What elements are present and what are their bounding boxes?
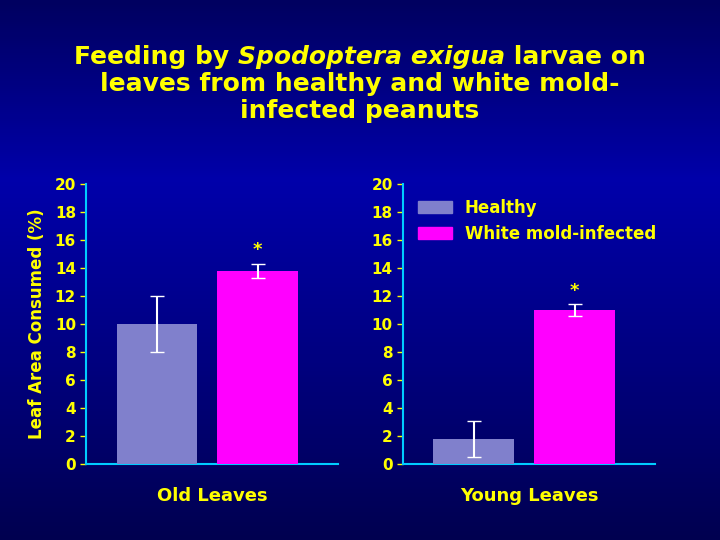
Text: Old Leaves: Old Leaves [157,487,268,505]
Bar [217,271,298,464]
Text: Feeding by: Feeding by [74,45,238,69]
Text: larvae on: larvae on [505,45,646,69]
Text: *: * [570,282,580,300]
Bar [433,439,514,464]
Text: infected peanuts: infected peanuts [240,99,480,123]
Text: *: * [253,241,263,259]
Bar [117,324,197,464]
Text: leaves from healthy and white mold-: leaves from healthy and white mold- [100,72,620,96]
Legend: Healthy, White mold-infected: Healthy, White mold-infected [412,192,663,249]
Y-axis label: Leaf Area Consumed (%): Leaf Area Consumed (%) [28,208,46,440]
Text: Young Leaves: Young Leaves [460,487,598,505]
Bar [534,310,615,464]
Text: Spodoptera exigua: Spodoptera exigua [238,45,505,69]
